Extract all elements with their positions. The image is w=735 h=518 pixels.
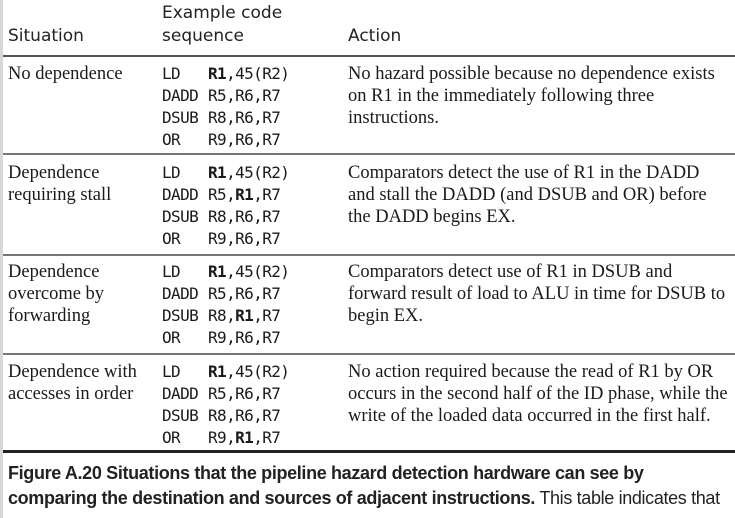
opcode: LD: [162, 262, 181, 281]
dependent-register: R1: [235, 185, 254, 204]
operand: ,R7: [253, 428, 281, 447]
operand: R8,R6,R7: [208, 406, 281, 425]
code-line: DSUB R8,R6,R7: [162, 107, 289, 129]
operand: R8,: [208, 306, 236, 325]
action-cell: No action required because the read of R…: [348, 362, 728, 426]
code-cell: LD R1,45(R2) DADD R5,R1,R7 DSUB R8,R6,R7 OR R9,…: [162, 162, 290, 250]
code-cell: LD R1,45(R2) DADD R5,R6,R7 DSUB R8,R6,R7 OR R9,…: [162, 361, 290, 449]
operand: R9,: [208, 428, 236, 447]
operand: R9,R6,R7: [208, 328, 281, 347]
code-line: DADD R5,R1,R7: [162, 184, 289, 206]
opcode: OR: [162, 428, 181, 447]
action-cell: No hazard possible because no dependence…: [348, 64, 715, 128]
operand: R9,R6,R7: [208, 130, 281, 149]
dependent-register: R1: [208, 163, 227, 182]
code-line: OR R9,R6,R7: [162, 327, 289, 349]
operand: ,45(R2): [226, 64, 290, 83]
situation-cell: Dependence requiring stall: [8, 163, 112, 205]
operand: ,45(R2): [226, 163, 290, 182]
code-line: LD R1,45(R2): [162, 361, 290, 383]
operand: ,R7: [253, 185, 281, 204]
situation-cell: Dependence with accesses in order: [8, 362, 137, 404]
header-situation: Situation: [8, 26, 84, 46]
opcode: OR: [162, 130, 181, 149]
opcode: DADD: [162, 384, 199, 403]
opcode: DADD: [162, 86, 199, 105]
caption-bold-text: Situations that the pipeline hazard dete…: [8, 463, 644, 508]
opcode: DSUB: [162, 406, 199, 425]
action-cell: Comparators detect the use of R1 in the …: [348, 163, 707, 227]
code-cell: LD R1,45(R2) DADD R5,R6,R7 DSUB R8,R1,R7 OR R9,…: [162, 261, 290, 349]
code-line: LD R1,45(R2): [162, 261, 290, 283]
code-line: OR R9,R6,R7: [162, 228, 289, 250]
operand: R8,R6,R7: [208, 207, 281, 226]
code-cell: LD R1,45(R2) DADD R5,R6,R7 DSUB R8,R6,R7 OR R9,…: [162, 63, 290, 151]
code-line: OR R9,R1,R7: [162, 427, 289, 449]
opcode: DADD: [162, 185, 199, 204]
operand: R9,R6,R7: [208, 229, 281, 248]
code-line: LD R1,45(R2): [162, 63, 290, 85]
code-line: DADD R5,R6,R7: [162, 283, 289, 305]
header-code: Example code sequence: [162, 2, 282, 48]
header-action: Action: [348, 26, 402, 46]
figure-caption: Figure A.20 Situations that the pipeline…: [8, 461, 735, 511]
header-rule: [3, 55, 735, 57]
opcode: OR: [162, 229, 181, 248]
dependent-register: R1: [208, 262, 227, 281]
row-divider: [3, 254, 735, 256]
operand: ,R7: [253, 306, 281, 325]
caption-text: This table indicates that: [539, 488, 720, 508]
situation-cell: No dependence: [8, 64, 123, 84]
operand: R8,R6,R7: [208, 108, 281, 127]
action-cell: Comparators detect use of R1 in DSUB and…: [348, 262, 726, 326]
header-code-line1: Example code: [162, 3, 283, 23]
code-line: OR R9,R6,R7: [162, 129, 289, 151]
dependent-register: R1: [235, 428, 254, 447]
dependent-register: R1: [208, 64, 227, 83]
operand: R5,R6,R7: [208, 384, 281, 403]
dependent-register: R1: [208, 362, 227, 381]
caption-label: Figure A.20: [8, 463, 102, 483]
operand: ,45(R2): [226, 262, 290, 281]
opcode: DSUB: [162, 207, 199, 226]
opcode: LD: [162, 163, 181, 182]
dependent-register: R1: [235, 306, 254, 325]
header-code-line2: sequence: [162, 26, 244, 46]
opcode: DADD: [162, 284, 199, 303]
operand: R5,R6,R7: [208, 86, 281, 105]
row-divider: [3, 353, 735, 355]
operand: ,45(R2): [226, 362, 290, 381]
table-bottom-rule: [3, 450, 735, 453]
opcode: DSUB: [162, 306, 199, 325]
opcode: DSUB: [162, 108, 199, 127]
opcode: LD: [162, 64, 181, 83]
opcode: LD: [162, 362, 181, 381]
code-line: DADD R5,R6,R7: [162, 383, 289, 405]
code-line: LD R1,45(R2): [162, 162, 290, 184]
code-line: DSUB R8,R6,R7: [162, 206, 289, 228]
row-divider: [3, 153, 735, 155]
code-line: DSUB R8,R6,R7: [162, 405, 289, 427]
situation-cell: Dependence overcome by forwarding: [8, 262, 105, 326]
code-line: DADD R5,R6,R7: [162, 85, 289, 107]
operand: R5,: [208, 185, 236, 204]
code-line: DSUB R8,R1,R7: [162, 305, 289, 327]
page-edge: [0, 0, 3, 518]
opcode: OR: [162, 328, 181, 347]
operand: R5,R6,R7: [208, 284, 281, 303]
